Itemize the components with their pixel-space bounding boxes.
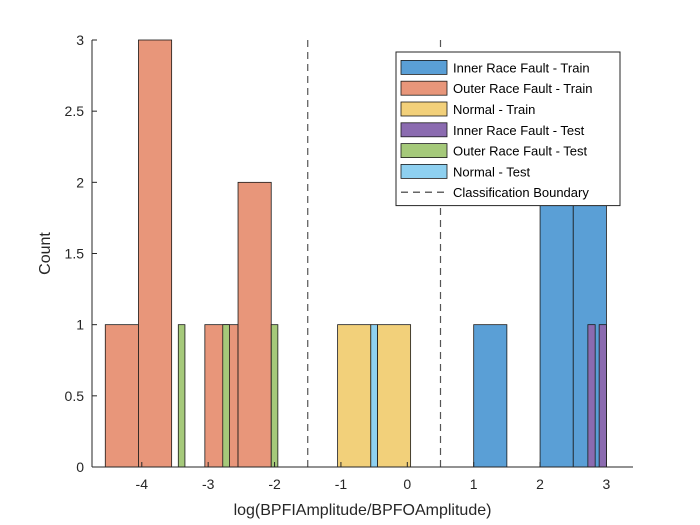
legend-label: Classification Boundary xyxy=(453,185,589,200)
histogram-bar xyxy=(222,324,230,468)
y-tick-label: 3 xyxy=(76,32,84,48)
legend-label: Inner Race Fault - Test xyxy=(453,123,585,138)
x-tick-label: -1 xyxy=(335,476,348,492)
histogram-bar xyxy=(237,181,272,468)
legend-swatch xyxy=(400,122,448,138)
legend-swatch xyxy=(400,143,448,159)
legend-label: Outer Race Fault - Train xyxy=(453,81,592,96)
legend-swatch xyxy=(400,60,448,75)
histogram-bar xyxy=(337,324,372,468)
x-axis-title: log(BPFIAmplitude/BPFOAmplitude) xyxy=(234,502,492,519)
legend-swatch xyxy=(400,163,448,179)
y-tick-label: 1.5 xyxy=(65,246,85,262)
x-tick-label: 3 xyxy=(603,476,611,492)
histogram-bar xyxy=(370,324,378,468)
histogram-bar xyxy=(104,324,139,468)
histogram-bar xyxy=(473,324,508,468)
x-tick-label: 0 xyxy=(403,476,411,492)
histogram-bar xyxy=(177,324,186,468)
legend-label: Outer Race Fault - Test xyxy=(453,144,588,159)
legend-swatch xyxy=(400,101,448,117)
legend-label: Normal - Train xyxy=(453,102,535,117)
histogram-bar xyxy=(270,324,279,468)
legend-swatch xyxy=(400,80,448,96)
y-tick-label: 0 xyxy=(76,459,84,475)
y-tick-label: 0.5 xyxy=(65,388,85,404)
x-tick-label: -2 xyxy=(268,476,281,492)
x-tick-label: -4 xyxy=(136,476,149,492)
histogram-bar xyxy=(377,324,412,468)
histogram-bar xyxy=(598,324,607,468)
x-tick-label: 1 xyxy=(470,476,478,492)
histogram-bar xyxy=(204,324,239,468)
histogram-bar xyxy=(539,181,574,468)
y-tick-label: 2.5 xyxy=(65,103,85,119)
y-tick-label: 1 xyxy=(76,317,84,333)
y-tick-label: 2 xyxy=(76,174,84,190)
legend-label: Inner Race Fault - Train xyxy=(453,60,590,75)
x-tick-label: -3 xyxy=(202,476,215,492)
y-axis-title: Count xyxy=(37,232,54,275)
x-tick-label: 2 xyxy=(536,476,544,492)
histogram-bar xyxy=(587,324,596,468)
legend: Inner Race Fault - Train Outer Race Fault… xyxy=(395,51,621,207)
legend-label: Normal - Test xyxy=(453,164,530,179)
histogram-bar xyxy=(138,39,173,468)
axes-layer: -4 -3 -2 -1 0 1 2 3 0 0.5 1 1.5 2 2.5 3 xyxy=(65,32,633,492)
bars-layer xyxy=(104,39,607,468)
